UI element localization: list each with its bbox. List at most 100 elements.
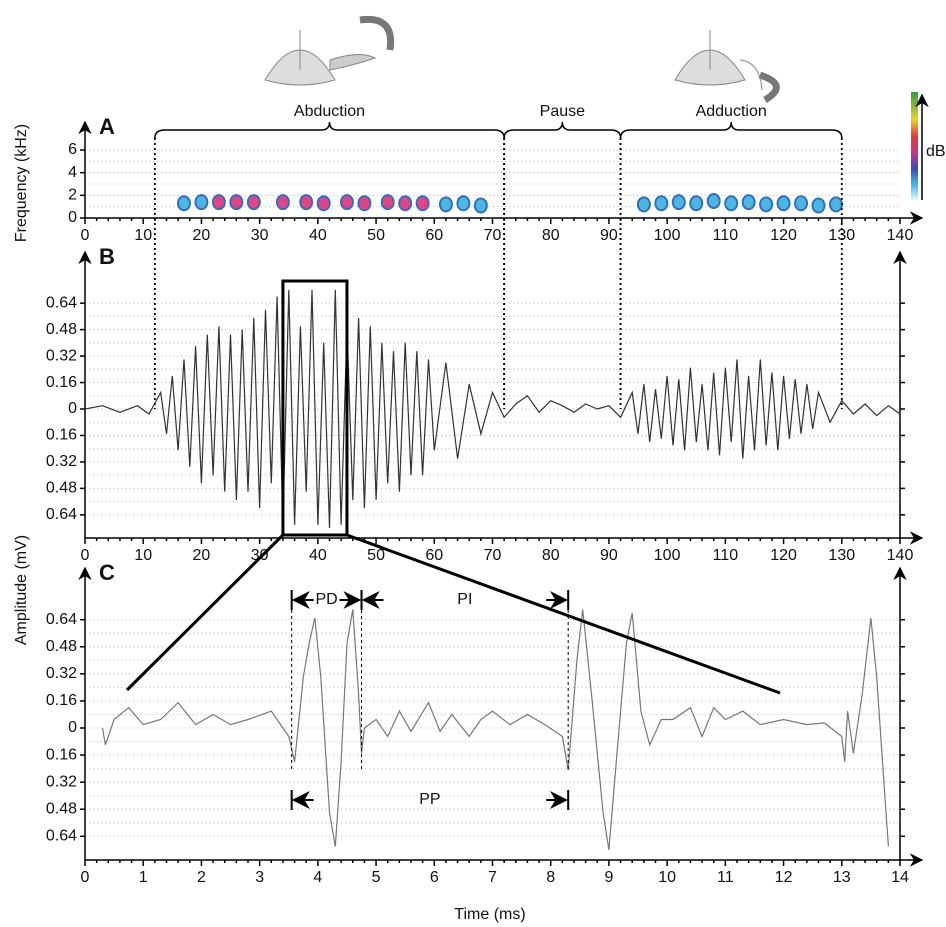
spectro-blob bbox=[211, 194, 226, 211]
spectro-blob bbox=[357, 195, 372, 212]
spectro-blob bbox=[759, 196, 774, 213]
x-tick-label: 70 bbox=[484, 547, 502, 564]
x-tick-label: 40 bbox=[309, 227, 327, 244]
x-tick-label: 10 bbox=[134, 227, 152, 244]
spectro-blob bbox=[741, 194, 756, 211]
spectro-blob bbox=[456, 195, 471, 212]
y-tick-label: 0.48 bbox=[46, 480, 77, 497]
y-tick-label: 0.32 bbox=[46, 347, 77, 364]
x-tick-label: 11 bbox=[717, 869, 734, 886]
y-tick-label: 0 bbox=[68, 209, 77, 226]
y-axis-label: Frequency (kHz) bbox=[13, 124, 30, 242]
x-tick-label: 110 bbox=[713, 547, 739, 564]
y-tick-label: 0.16 bbox=[46, 746, 77, 763]
spectro-blob bbox=[246, 194, 261, 211]
x-tick-label: 20 bbox=[193, 227, 211, 244]
x-tick-label: 13 bbox=[833, 869, 851, 886]
x-tick-label: 80 bbox=[542, 227, 560, 244]
panel-label: A bbox=[99, 114, 115, 139]
x-tick-label: 80 bbox=[542, 547, 560, 564]
y-tick-label: 4 bbox=[68, 164, 77, 181]
y-tick-label: 0.64 bbox=[46, 828, 77, 845]
x-tick-label: 140 bbox=[887, 547, 914, 564]
x-tick-label: 60 bbox=[425, 227, 443, 244]
y-tick-label: 0.16 bbox=[46, 374, 77, 391]
x-tick-label: 90 bbox=[600, 547, 618, 564]
x-tick-label: 14 bbox=[891, 869, 909, 886]
y-tick-label: 0.16 bbox=[46, 427, 77, 444]
brace-label: Pause bbox=[540, 103, 585, 120]
x-tick-label: 130 bbox=[828, 227, 855, 244]
x-tick-label: 3 bbox=[255, 869, 264, 886]
x-tick-label: 30 bbox=[251, 227, 269, 244]
x-tick-label: 70 bbox=[484, 227, 502, 244]
x-tick-label: 8 bbox=[546, 869, 555, 886]
brace bbox=[619, 121, 843, 139]
x-tick-label: 0 bbox=[81, 869, 90, 886]
spectro-blob bbox=[380, 194, 395, 211]
spectro-blob bbox=[706, 193, 721, 209]
spectro-blob bbox=[636, 196, 651, 213]
brace-label: Abduction bbox=[294, 103, 365, 120]
x-tick-label: 110 bbox=[713, 227, 739, 244]
y-tick-label: 0.64 bbox=[46, 506, 77, 523]
y-tick-label: 0.64 bbox=[46, 611, 77, 628]
insect-icon bbox=[264, 15, 780, 104]
spectro-blob bbox=[299, 194, 314, 211]
panel-label: C bbox=[99, 560, 115, 585]
spectro-blob bbox=[438, 196, 453, 213]
colorbar bbox=[911, 92, 918, 202]
x-tick-label: 10 bbox=[134, 547, 152, 564]
brace bbox=[154, 121, 505, 139]
interval-label: PP bbox=[419, 791, 440, 808]
y-axis-label: Amplitude (mV) bbox=[13, 535, 30, 645]
x-tick-label: 100 bbox=[654, 547, 681, 564]
x-tick-label: 10 bbox=[658, 869, 676, 886]
x-tick-label: 90 bbox=[600, 227, 618, 244]
x-tick-label: 20 bbox=[193, 547, 211, 564]
zoom-box bbox=[281, 279, 349, 537]
x-tick-label: 1 bbox=[139, 869, 148, 886]
x-tick-label: 2 bbox=[197, 869, 206, 886]
y-tick-label: 0.32 bbox=[46, 773, 77, 790]
panel-label: B bbox=[99, 244, 115, 269]
spectro-blob bbox=[415, 195, 430, 212]
spectro-blob bbox=[828, 196, 843, 213]
y-tick-label: 0.16 bbox=[46, 692, 77, 709]
x-tick-label: 0 bbox=[81, 547, 90, 564]
spectro-blob bbox=[654, 195, 669, 212]
x-tick-label: 140 bbox=[887, 227, 914, 244]
x-tick-label: 9 bbox=[604, 869, 613, 886]
x-tick-label: 30 bbox=[251, 547, 269, 564]
y-tick-label: 0.48 bbox=[46, 321, 77, 338]
spectro-blob bbox=[671, 194, 686, 211]
y-tick-label: 0.32 bbox=[46, 665, 77, 682]
y-tick-label: 2 bbox=[68, 187, 77, 204]
x-tick-label: 120 bbox=[770, 547, 797, 564]
zoom-line bbox=[125, 533, 284, 692]
signal-line bbox=[84, 289, 901, 529]
x-tick-label: 5 bbox=[372, 869, 381, 886]
spectro-blob bbox=[194, 194, 209, 211]
spectro-blob bbox=[776, 195, 791, 212]
spectro-blob bbox=[316, 195, 331, 212]
x-tick-label: 12 bbox=[775, 869, 793, 886]
spectro-blob bbox=[176, 195, 191, 212]
spectro-blob bbox=[689, 195, 704, 212]
x-tick-label: 60 bbox=[425, 547, 443, 564]
spectro-blob bbox=[229, 194, 244, 211]
brace-label: Adduction bbox=[696, 103, 767, 120]
x-tick-label: 4 bbox=[313, 869, 322, 886]
signal-line bbox=[101, 609, 889, 850]
interval-label: PD bbox=[315, 591, 337, 608]
spectro-blob bbox=[398, 195, 413, 212]
x-tick-label: 120 bbox=[770, 227, 797, 244]
spectro-blob bbox=[275, 194, 290, 211]
x-tick-label: 40 bbox=[309, 547, 327, 564]
x-tick-label: 50 bbox=[367, 547, 385, 564]
y-tick-label: 0.64 bbox=[46, 294, 77, 311]
spectro-blob bbox=[794, 195, 809, 212]
zoom-line bbox=[346, 533, 781, 695]
